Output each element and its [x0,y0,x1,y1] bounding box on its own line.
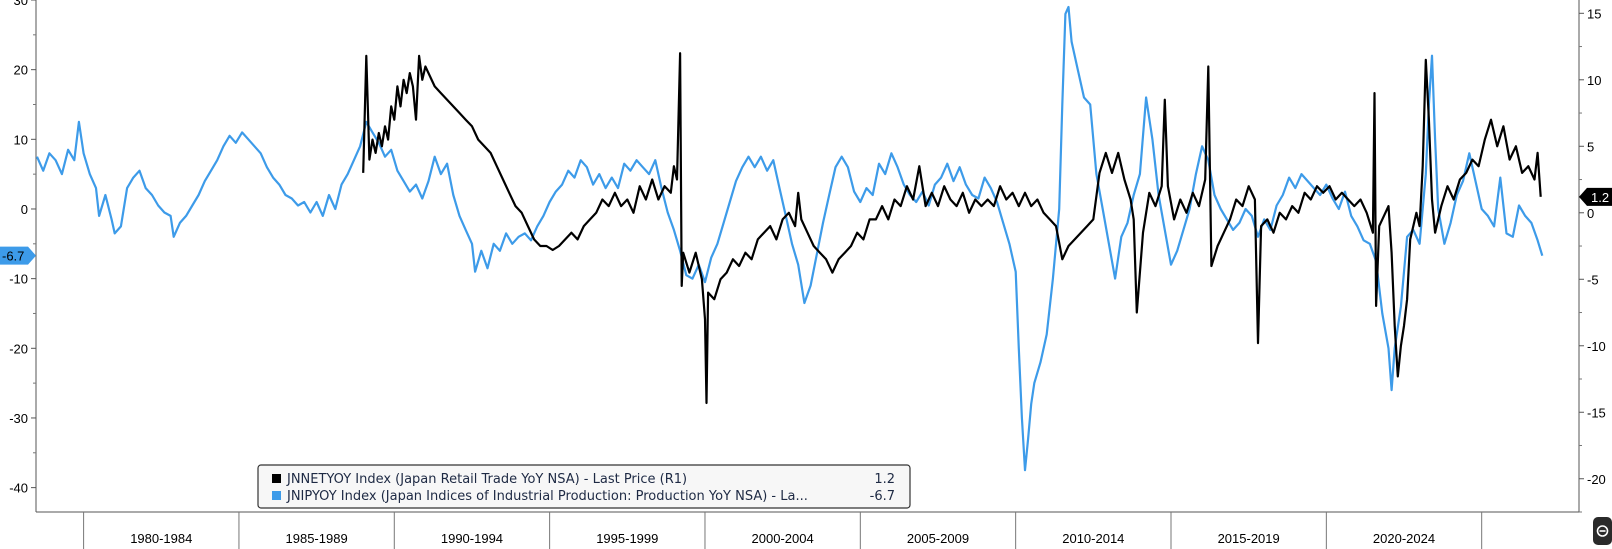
legend-swatch-retail [272,474,281,483]
last-value-badge-production: -6.7 [0,246,36,265]
right-tick-label: 15 [1587,6,1601,21]
x-period-label: 1990-1994 [441,531,503,546]
x-period-label: 1980-1984 [130,531,192,546]
left-tick-label: 30 [14,0,28,8]
badge-shape [0,246,36,265]
left-tick-label: 0 [21,202,28,217]
legend-label-production: JNIPYOY Index (Japan Indices of Industri… [286,489,808,504]
left-tick-label: -20 [9,341,28,356]
badge-shape [1579,187,1612,206]
x-axis: 1980-1984 1985-1989 1990-1994 1995-1999 2000… [36,511,1579,549]
right-tick-label: -20 [1587,472,1606,487]
right-tick-label: -5 [1587,272,1599,287]
legend-value-retail: 1.2 [874,472,895,487]
x-period-label: 2000-2004 [752,531,814,546]
left-tick-label: -40 [9,481,28,496]
legend-value-production: -6.7 [870,489,895,504]
legend: JNNETYOY Index (Japan Retail Trade YoY N… [257,464,911,509]
legend-label-retail: JNNETYOY Index (Japan Retail Trade YoY N… [286,472,687,487]
left-tick-label: 20 [14,63,28,78]
right-tick-label: 0 [1587,206,1594,221]
left-tick-label: 10 [14,132,28,147]
x-period-label: 2005-2009 [907,531,969,546]
series-line-retail [362,52,1542,405]
x-period-label: 2010-2014 [1062,531,1124,546]
x-period-label: 1985-1989 [286,531,348,546]
x-period-label: 1995-1999 [596,531,658,546]
x-period-label: 2020-2024 [1373,531,1435,546]
right-tick-label: 10 [1587,73,1601,88]
series-line-production [35,5,1544,472]
right-tick-label: 5 [1587,139,1594,154]
badge-value-retail: 1.2 [1591,190,1609,205]
left-tick-label: -30 [9,411,28,426]
legend-box [257,464,911,509]
right-tick-label: -15 [1587,405,1606,420]
right-tick-label: -10 [1587,339,1606,354]
x-period-label: 2015-2019 [1218,531,1280,546]
legend-swatch-production [272,491,281,500]
right-y-axis: -20 -15 -10 -5 0 5 10 15 [1578,0,1606,513]
zoom-control-icon[interactable] [1593,517,1612,545]
badge-value-production: -6.7 [2,249,24,264]
left-tick-label: -10 [9,272,28,287]
left-y-axis: -40 -30 -20 -10 0 10 20 30 [9,0,37,512]
last-value-badge-retail: 1.2 [1579,187,1612,206]
